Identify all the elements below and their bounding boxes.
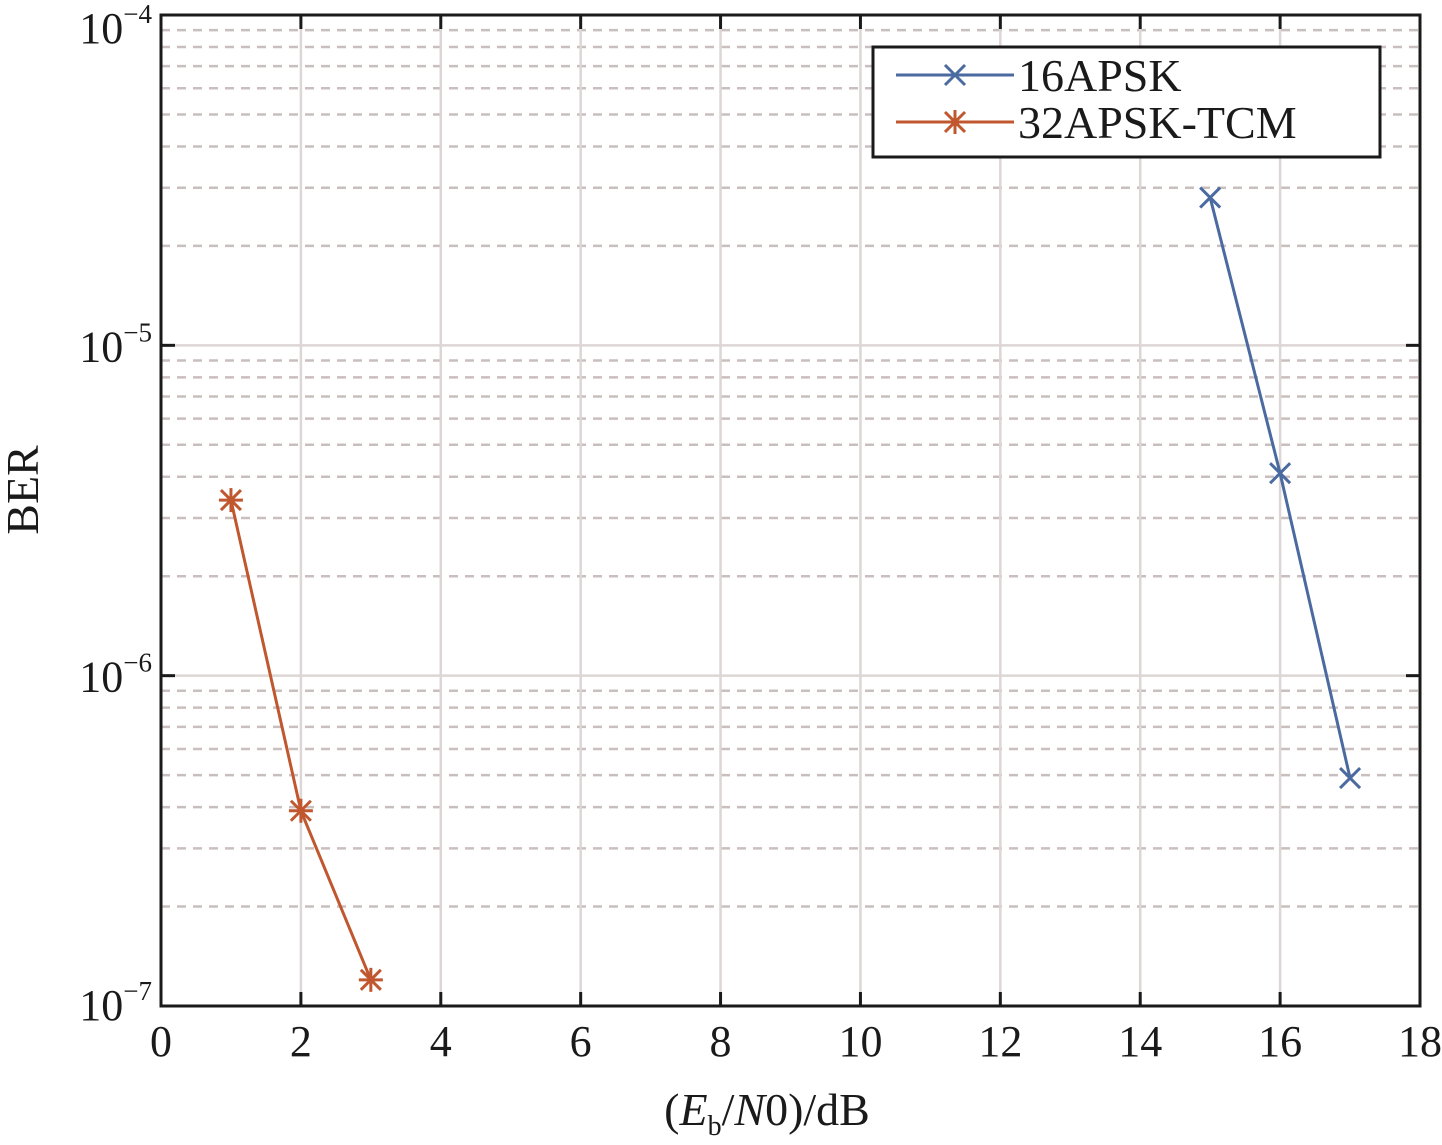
x-marker-stroke: [1269, 462, 1292, 485]
y-tick-exponent: −6: [123, 648, 152, 678]
x-tick-label: 0: [150, 1017, 172, 1066]
x-marker-stroke: [1199, 186, 1222, 209]
y-axis-title: BER: [0, 445, 48, 535]
y-tick-base: 10: [79, 4, 123, 53]
x-axis-title-n: N: [733, 1084, 767, 1135]
x-axis-title-slash: /: [722, 1084, 735, 1135]
series-32apsk-tcm: [218, 488, 383, 992]
x-tick-labels: 0 2 4 6 8 10 12 14 16 18: [150, 1017, 1442, 1066]
legend-label: 16APSK: [1018, 50, 1182, 101]
x-tick-label: 10: [838, 1017, 882, 1066]
x-marker-stroke: [943, 63, 967, 87]
x-tick-label: 12: [978, 1017, 1022, 1066]
x-axis-title-rest: 0)/dB: [765, 1084, 870, 1135]
x-tick-label: 16: [1258, 1017, 1302, 1066]
legend-label: 32APSK-TCM: [1018, 97, 1297, 148]
legend-entry: 32APSK-TCM: [896, 97, 1297, 148]
y-tick-base: 10: [79, 322, 123, 371]
y-tick-exponent: −5: [123, 317, 152, 347]
x-tick-label: 4: [430, 1017, 452, 1066]
y-tick-label: 10−5: [79, 317, 152, 371]
y-tick-exponent: −7: [123, 976, 152, 1006]
x-axis-title-subscript: b: [708, 1111, 722, 1142]
y-tick-base: 10: [79, 981, 123, 1030]
x-tick-label: 14: [1118, 1017, 1162, 1066]
x-axis-title-e: E: [678, 1084, 707, 1135]
x-tick-label: 6: [570, 1017, 592, 1066]
y-tick-labels: 10−710−610−510−4: [79, 0, 152, 1030]
legend-box: [871, 45, 1382, 159]
y-tick-label: 10−7: [79, 976, 152, 1030]
x-tick-label: 2: [290, 1017, 312, 1066]
y-tick-exponent: −4: [123, 0, 152, 29]
series-layer: [218, 186, 1362, 992]
ticks: [159, 13, 1422, 1008]
x-tick-label: 18: [1398, 1017, 1442, 1066]
legend-entry: 16APSK: [896, 50, 1182, 101]
y-tick-label: 10−4: [79, 0, 152, 53]
series-16apsk: [1199, 186, 1362, 790]
x-axis-title: (Eb/N0)/dB: [664, 1084, 870, 1142]
y-tick-base: 10: [79, 653, 123, 702]
x-marker-stroke: [1338, 766, 1362, 790]
grid: [159, 13, 1422, 1008]
x-axis-title-open: (: [664, 1084, 679, 1135]
plot-frame: [159, 13, 1422, 1008]
y-tick-label: 10−6: [79, 648, 152, 702]
x-tick-label: 8: [710, 1017, 732, 1066]
